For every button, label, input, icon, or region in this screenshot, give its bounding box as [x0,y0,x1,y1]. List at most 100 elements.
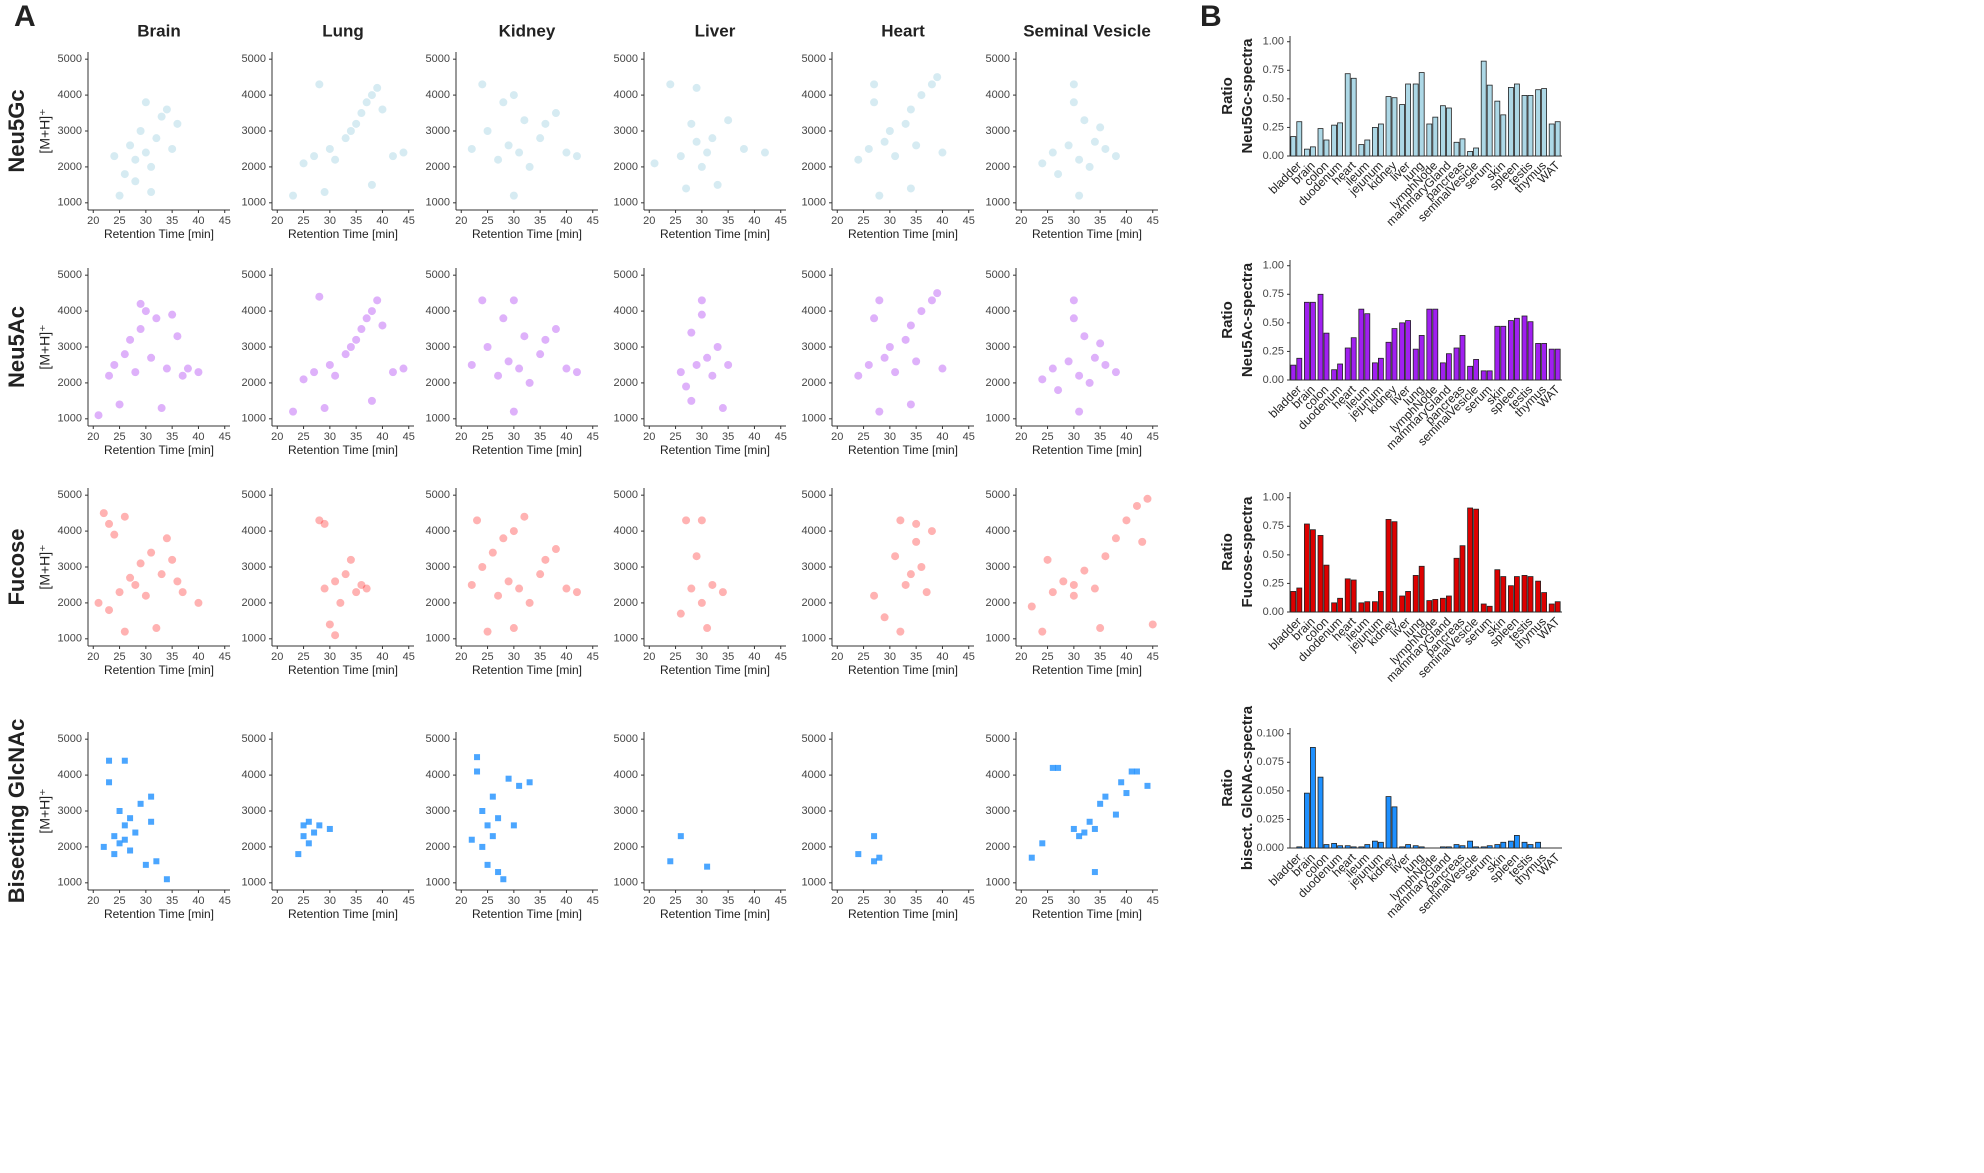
point [927,296,936,305]
point [115,191,124,200]
x-axis-label: Retention Time [min] [1032,443,1142,457]
bar [1494,844,1501,849]
bar [1331,124,1337,157]
bar [1467,151,1473,157]
point [311,829,318,836]
x-axis-label: Retention Time [min] [288,663,398,677]
bar [1508,320,1514,381]
point [168,310,177,319]
point [100,843,107,850]
bar [1304,148,1310,157]
y-tick-label: 5000 [614,53,638,65]
x-tick-label: 25 [113,431,125,443]
x-tick-label: 20 [87,895,99,907]
point [325,360,334,369]
x-tick-label: 45 [219,651,231,663]
bar [1508,87,1514,157]
bar [1350,846,1357,849]
point [320,519,329,528]
point [336,598,345,607]
point [938,364,947,373]
x-tick-label: 20 [1015,431,1027,443]
bar [1541,88,1547,157]
x-tick-label: 45 [587,215,599,227]
point [131,177,140,186]
y-tick-label: 3000 [986,341,1010,353]
y-tick-label: 1.00 [1263,36,1284,48]
y-tick-label: 1000 [986,197,1010,209]
x-tick-label: 45 [963,895,975,907]
x-axis-label: Retention Time [min] [472,907,582,921]
y-tick-label: 0.50 [1263,317,1284,329]
column-title: Lung [322,21,364,40]
y-axis-label: [M+H]⁺ [37,108,53,153]
x-tick-label: 25 [857,895,869,907]
point [516,782,523,789]
point [467,580,476,589]
point [718,404,727,413]
point [136,299,145,308]
y-tick-label: 1000 [58,197,82,209]
point [1064,357,1073,366]
point [906,105,915,114]
point [388,152,397,161]
point [1049,764,1056,771]
x-axis-label: Retention Time [min] [660,227,770,241]
row-label: Neu5Ac [4,306,29,388]
y-tick-label: 5000 [614,269,638,281]
point [713,180,722,189]
point [891,552,900,561]
point [121,757,128,764]
point [933,73,942,82]
point [325,144,334,153]
point [110,530,119,539]
point [1123,790,1130,797]
point [1122,516,1131,525]
point [703,148,712,157]
point [373,83,382,92]
x-tick-label: 20 [87,651,99,663]
point [178,371,187,380]
point [399,148,408,157]
point [99,509,108,518]
x-tick-label: 20 [271,215,283,227]
x-tick-label: 30 [324,651,336,663]
point [1080,116,1089,125]
x-tick-label: 30 [696,895,708,907]
point [875,191,884,200]
x-tick-label: 40 [748,215,760,227]
bar [1344,347,1351,381]
bar [1304,301,1310,381]
x-tick-label: 20 [1015,651,1027,663]
bar [1296,357,1303,381]
bar [1412,575,1419,613]
bar [1399,846,1405,849]
bar [1364,139,1371,157]
point [483,127,492,135]
bar [1486,605,1493,613]
bar [1323,844,1330,849]
bar [1372,127,1378,157]
row-label: Fucose [4,528,29,605]
point [468,836,475,843]
y-tick-label: 5000 [614,489,638,501]
point [885,127,894,135]
point [474,768,481,775]
bar [1310,529,1316,613]
point [157,112,166,121]
bar [1317,776,1324,849]
y-tick-label: 5000 [802,489,826,501]
point [147,188,156,197]
bar [1364,844,1371,849]
bar [1467,507,1473,613]
x-tick-label: 30 [1068,431,1080,443]
y-tick-label: 3000 [802,125,826,137]
point [541,555,550,564]
bar [1494,100,1501,157]
point [1070,825,1077,832]
point [536,134,545,143]
bar [1535,343,1541,381]
bar [1453,141,1460,157]
y-tick-label: 3000 [58,341,82,353]
